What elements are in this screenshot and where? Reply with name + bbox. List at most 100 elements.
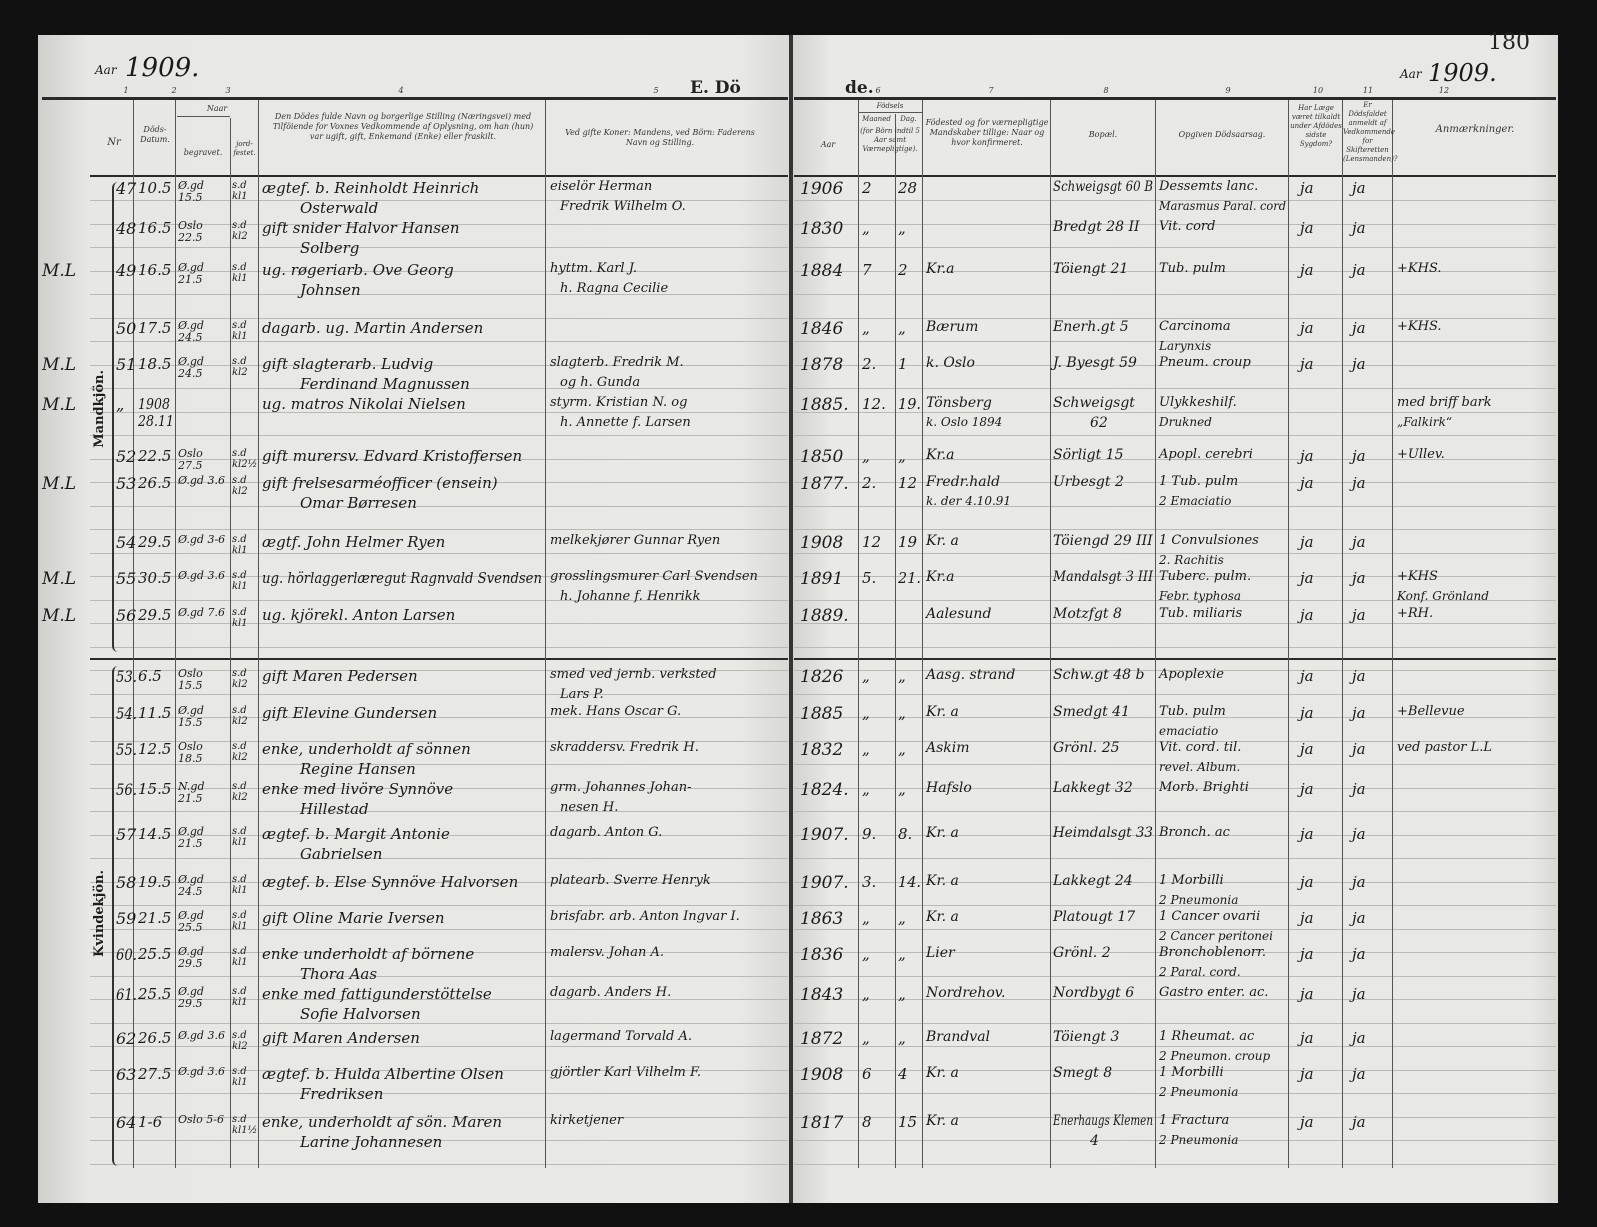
col-header-naar: Naar [206, 104, 228, 113]
cause-of-death: Carcinoma [1159, 319, 1231, 334]
birthplace: Kr. a [926, 704, 959, 720]
burial-place-date: Ø.gd 24.5 [178, 873, 204, 899]
deceased-name: gift frelsesarméofficer (ensein) [262, 474, 498, 492]
birth-month: 2. [862, 355, 877, 373]
col-header-skifte: Er Dödsfaldet anmeldt af Vedkommende for… [1343, 101, 1398, 163]
birth-year: 1832 [800, 740, 844, 760]
ruled-line [794, 576, 1556, 577]
birthplace: Nordrehov. [926, 985, 1006, 1001]
death-date: 21.5 [138, 909, 172, 927]
birth-day: 28 [898, 179, 918, 197]
ruled-line [794, 1046, 1556, 1047]
residence: Töiengt 21 [1053, 261, 1129, 277]
birth-month: „ [862, 945, 870, 963]
column-number: 3 [225, 86, 231, 95]
probate-reported: ja [1352, 569, 1366, 587]
parent-or-husband: dagarb. Anton G. [550, 825, 663, 840]
ruled-line [90, 999, 788, 1000]
entry-number: 48 [116, 219, 137, 238]
cause-of-death: Vit. cord. til. [1159, 740, 1242, 755]
entry-number: 64 [116, 1113, 137, 1132]
birthplace-cont: k. der 4.10.91 [926, 494, 1012, 508]
birth-year: 1877. [800, 474, 849, 494]
ruled-line [90, 200, 788, 201]
deceased-name-cont: Johnsen [300, 281, 361, 299]
residence: Heimdalsgt 33 [1053, 825, 1153, 841]
remarks: +KHS. [1397, 261, 1442, 276]
column-divider [258, 100, 259, 1168]
birth-year: 1885. [800, 395, 849, 415]
left-page [38, 35, 790, 1203]
residence: Schweigsgt 60 B [1053, 179, 1153, 195]
ruled-line [90, 976, 788, 977]
ruled-line [90, 670, 788, 671]
ruled-line [90, 341, 788, 342]
ruled-line [90, 1164, 788, 1165]
ruled-line [794, 1070, 1556, 1071]
right-page [792, 35, 1558, 1203]
year-left: 1909. [125, 53, 200, 83]
entry-number: 49 [116, 261, 137, 280]
header-divider [858, 112, 922, 113]
ruled-line [90, 882, 788, 883]
burial-place-date: Ø.gd 21.5 [178, 825, 204, 851]
column-divider [1288, 100, 1289, 1168]
cause-of-death: Apoplexie [1159, 667, 1224, 682]
register-title-left: E. Dö [690, 78, 741, 98]
birth-day: 19. [898, 395, 921, 413]
birthplace: Kr. a [926, 533, 959, 549]
burial-time: s.d kl1 [232, 262, 248, 284]
ruled-line [794, 365, 1556, 366]
ruled-line [794, 200, 1556, 201]
deceased-name: ægtf. John Helmer Ryen [262, 533, 446, 551]
column-divider [895, 114, 896, 1168]
entry-number: 53. [116, 667, 137, 686]
cause-of-death: 1 Tub. pulm [1159, 474, 1239, 489]
doctor-called: ja [1300, 825, 1314, 843]
parent-or-husband-cont: h. Annette f. Larsen [560, 415, 691, 430]
ruled-line [794, 694, 1556, 695]
entry-number: 60. [116, 945, 137, 964]
burial-time: s.d kl1 [232, 826, 248, 848]
ruled-line [90, 1023, 788, 1024]
ruled-line [90, 623, 788, 624]
burial-place-date: Ø.gd 24.5 [178, 319, 204, 345]
parent-or-husband: slagterb. Fredrik M. [550, 355, 684, 370]
ruled-line [90, 952, 788, 953]
birth-year: 1907. [800, 873, 849, 893]
birth-month: „ [862, 740, 870, 758]
birthplace: Aalesund [926, 606, 992, 622]
entry-number: 56. [116, 780, 137, 799]
birth-year: 1817 [800, 1113, 844, 1133]
column-number: 10 [1312, 86, 1324, 95]
ruled-line [90, 1140, 788, 1141]
cause-of-death-cont: 2 Pneumonia [1159, 1133, 1239, 1147]
column-divider [175, 100, 176, 1168]
birth-day: 2 [898, 261, 908, 279]
register-entry: 59 21.5 Ø.gd 25.5 s.d kl1 gift Oline Marie I… [0, 909, 1597, 943]
probate-reported: ja [1352, 355, 1366, 373]
doctor-called: ja [1300, 447, 1314, 465]
entry-number: 50 [116, 319, 137, 338]
deceased-name: ug. kjörekl. Anton Larsen [262, 606, 456, 624]
death-date: 26.5 [138, 474, 172, 492]
residence: Lakkegt 32 [1053, 780, 1133, 796]
ruled-line [90, 741, 788, 742]
probate-reported: ja [1352, 825, 1366, 843]
birth-month: „ [862, 780, 870, 798]
entry-number: 61. [116, 985, 137, 1004]
ruled-line [90, 1093, 788, 1094]
cause-of-death: Vit. cord [1159, 219, 1216, 234]
probate-reported: ja [1352, 945, 1366, 963]
register-entry: 50 17.5 Ø.gd 24.5 s.d kl1 dagarb. ug. Martin… [0, 319, 1597, 353]
column-number: 12 [1438, 86, 1450, 95]
column-number: 4 [398, 86, 404, 95]
death-date: 17.5 [138, 319, 172, 337]
parent-or-husband: skraddersv. Fredrik H. [550, 740, 699, 755]
parent-or-husband: kirketjener [550, 1113, 624, 1128]
cause-of-death: Gastro enter. ac. [1159, 985, 1269, 1000]
cause-of-death: Bronch. ac [1159, 825, 1230, 840]
birth-day: 21. [898, 569, 921, 587]
death-date: 22.5 [138, 447, 172, 465]
remarks: med briff bark [1397, 395, 1492, 410]
